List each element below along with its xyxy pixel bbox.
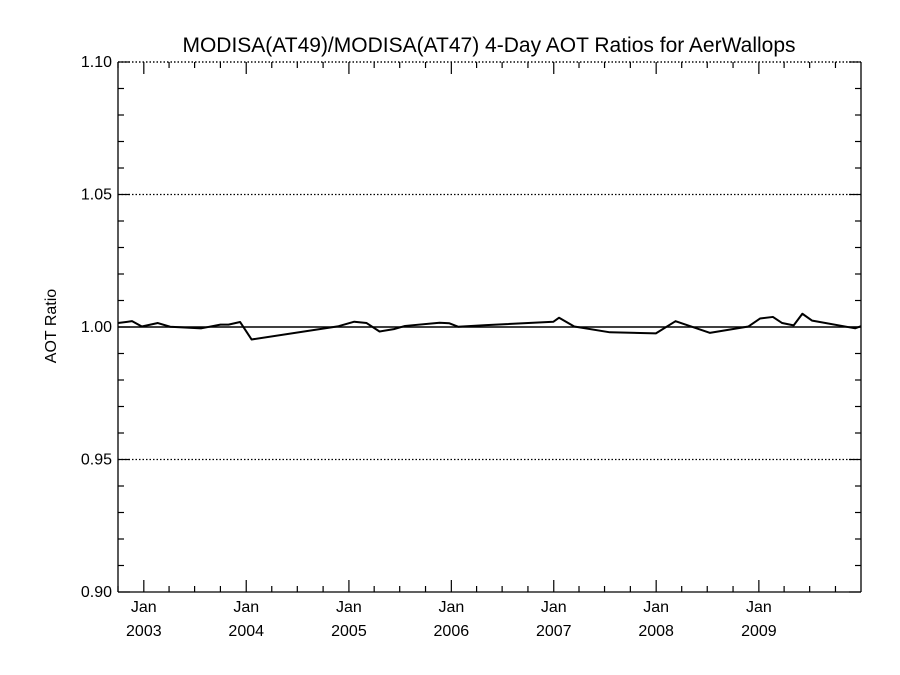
x-tick-month-2: Jan: [336, 599, 362, 616]
y-tick-label-4: 1.10: [81, 54, 112, 71]
x-tick-month-0: Jan: [131, 599, 157, 616]
y-tick-label-3: 1.05: [81, 187, 112, 204]
x-tick-year-3: 2006: [434, 623, 470, 640]
y-tick-label-0: 0.90: [81, 584, 112, 601]
x-tick-year-2: 2005: [331, 623, 367, 640]
gridlines: [118, 61, 861, 461]
x-tick-month-5: Jan: [643, 599, 669, 616]
ticks-group: [117, 61, 861, 593]
x-tick-month-6: Jan: [746, 599, 772, 616]
y-tick-label-1: 0.95: [81, 452, 112, 469]
x-tick-month-4: Jan: [541, 599, 567, 616]
chart-title: MODISA(AT49)/MODISA(AT47) 4-Day AOT Rati…: [182, 34, 795, 57]
x-tick-year-5: 2008: [638, 623, 674, 640]
y-axis-label: AOT Ratio: [43, 289, 60, 364]
x-tick-year-1: 2004: [228, 623, 264, 640]
x-tick-month-3: Jan: [438, 599, 464, 616]
y-tick-label-2: 1.00: [81, 319, 112, 336]
x-tick-month-1: Jan: [233, 599, 259, 616]
series-group: [117, 312, 862, 341]
x-tick-year-0: 2003: [126, 623, 162, 640]
tick-labels-group: 0.90 0.95 1.00 1.05 1.10 Jan 2003 Jan 2004 Jan 200…: [81, 54, 777, 640]
x-tick-year-4: 2007: [536, 623, 572, 640]
x-tick-year-6: 2009: [741, 623, 777, 640]
series-line-0: [117, 312, 862, 341]
